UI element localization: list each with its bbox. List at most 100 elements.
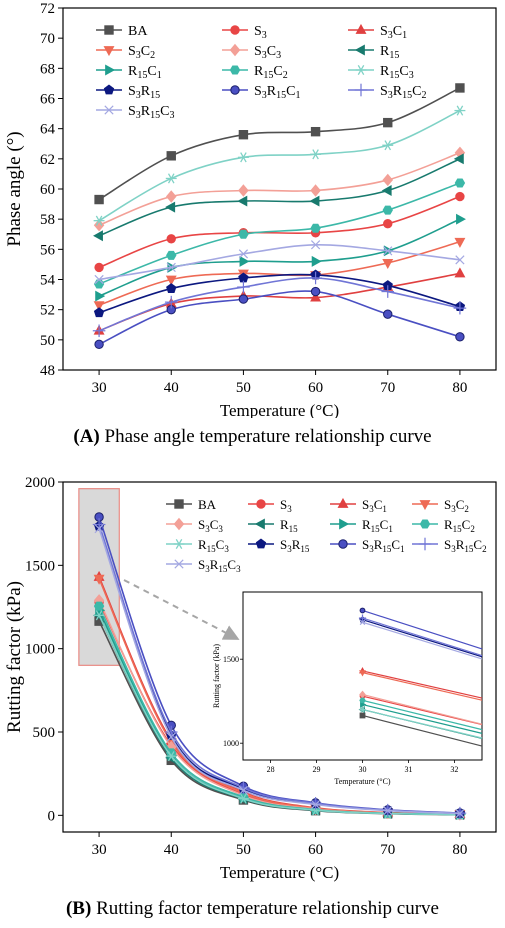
data-point-S3R15C1 bbox=[455, 332, 465, 342]
inset-x-axis-label: Temperature (°C) bbox=[334, 777, 391, 786]
y-tick-label: 1500 bbox=[25, 558, 55, 574]
y-tick-label: 70 bbox=[40, 31, 55, 47]
x-tick-label: 40 bbox=[164, 842, 179, 858]
data-point-S3R15C3-stroke bbox=[383, 806, 393, 816]
inset-y-tick-label: 1000 bbox=[223, 739, 239, 748]
data-point-S3R15C3 bbox=[383, 806, 393, 816]
data-point-S3 bbox=[94, 262, 104, 273]
x-tick-label: 30 bbox=[92, 380, 107, 396]
data-point-S3R15C3 bbox=[94, 274, 104, 285]
series-line-R15 bbox=[98, 158, 461, 237]
data-point-R15C2 bbox=[238, 229, 249, 239]
data-point-R15C2 bbox=[93, 279, 105, 289]
legend-marker-S3C1 bbox=[355, 23, 367, 34]
legend-label-R15C3: R15C3 bbox=[198, 537, 229, 554]
data-point-BA bbox=[238, 130, 249, 140]
data-point-R15C3 bbox=[237, 152, 249, 163]
legend-marker-R15C1 bbox=[339, 518, 350, 530]
inset-point-R15C2 bbox=[359, 697, 366, 704]
legend-marker-R15C2 bbox=[229, 65, 241, 75]
data-point-R15C3 bbox=[93, 215, 105, 226]
inset-series-line-R15C3 bbox=[362, 709, 483, 739]
y-tick-label: 64 bbox=[40, 122, 56, 138]
legend-label-S3C2: S3C2 bbox=[128, 44, 155, 61]
data-point-S3R15C3 bbox=[455, 255, 465, 265]
data-point-S3R15C3 bbox=[310, 240, 321, 250]
data-point-S3C2 bbox=[165, 275, 177, 286]
data-point-R15C3 bbox=[310, 149, 322, 160]
data-point-R15C3 bbox=[237, 793, 249, 804]
data-point-R15C3 bbox=[454, 105, 466, 116]
inset-x-tick-label: 32 bbox=[450, 765, 458, 774]
data-point-S3R15C3 bbox=[455, 808, 465, 819]
data-point-S3C2 bbox=[93, 574, 105, 585]
legend-label-S3C3: S3C3 bbox=[254, 44, 281, 61]
data-point-R15C3 bbox=[382, 140, 394, 151]
data-point-R15C2 bbox=[382, 205, 393, 215]
legend-label-S3R15C1: S3R15C1 bbox=[362, 537, 405, 554]
caption-b: (B) Rutting factor temperature relations… bbox=[0, 898, 505, 920]
data-point-R15C3-stroke bbox=[240, 793, 247, 804]
data-point-S3R15C3 bbox=[238, 785, 249, 795]
data-point-S3R15 bbox=[166, 283, 177, 293]
x-tick-label: 60 bbox=[308, 380, 323, 396]
legend-marker-S3R15C2 bbox=[354, 83, 368, 97]
data-point-R15 bbox=[237, 195, 248, 207]
data-point-S3R15C2 bbox=[164, 295, 178, 309]
data-point-BA bbox=[94, 194, 104, 205]
data-point-S3R15C2 bbox=[381, 285, 395, 298]
data-point-R15C3 bbox=[165, 173, 177, 184]
inset-point-S3C2 bbox=[359, 670, 366, 677]
caption-a-letter: (A) bbox=[73, 426, 100, 447]
data-point-S3R15C3 bbox=[383, 246, 393, 256]
legend-label-S3C2: S3C2 bbox=[444, 497, 469, 514]
legend-marker-S3C3 bbox=[229, 43, 241, 57]
data-point-R15C1 bbox=[239, 255, 250, 267]
y-tick-label: 58 bbox=[40, 212, 55, 228]
legend-label-S3R15C3: S3R15C3 bbox=[198, 557, 241, 574]
data-point-S3R15 bbox=[238, 272, 249, 283]
legend-marker-BA bbox=[104, 25, 114, 35]
legend-label-R15C3: R15C3 bbox=[380, 64, 414, 81]
y-tick-label: 500 bbox=[33, 725, 56, 741]
data-point-R15C2 bbox=[166, 748, 177, 758]
legend-marker-R15C1 bbox=[105, 64, 116, 76]
inset-point-R15C3-stroke bbox=[360, 706, 365, 713]
data-point-S3C2 bbox=[382, 259, 394, 269]
data-point-S3C1 bbox=[454, 267, 466, 278]
series-line-S3C3 bbox=[98, 152, 461, 226]
data-point-S3C3 bbox=[310, 184, 321, 197]
y-tick-label: 50 bbox=[40, 333, 55, 349]
data-point-R15C2 bbox=[310, 223, 321, 233]
data-point-S3 bbox=[383, 218, 393, 229]
y-tick-label: 0 bbox=[48, 808, 56, 824]
series-line-S3R15C1 bbox=[98, 290, 461, 346]
legend-marker-S3C2 bbox=[419, 500, 431, 511]
series-line-S3R15 bbox=[98, 273, 461, 314]
data-point-R15C3-stroke bbox=[95, 215, 103, 226]
data-point-R15C3 bbox=[165, 751, 177, 762]
data-point-S3 bbox=[455, 191, 465, 202]
data-point-S3R15C1 bbox=[94, 339, 104, 350]
legend-marker-S3R15 bbox=[103, 84, 115, 95]
legend-label-S3R15: S3R15 bbox=[280, 537, 310, 554]
y-tick-label: 60 bbox=[40, 182, 55, 198]
series-line-S3C1 bbox=[98, 272, 461, 332]
data-point-S3R15C1 bbox=[310, 286, 321, 297]
legend-label-S3R15C1: S3R15C1 bbox=[254, 84, 300, 101]
data-point-R15 bbox=[93, 230, 103, 242]
legend-marker-S3R15C1 bbox=[230, 85, 240, 95]
legend-marker-R15 bbox=[354, 44, 365, 56]
legend-label-R15C1: R15C1 bbox=[362, 517, 393, 534]
x-tick-label: 50 bbox=[236, 842, 251, 858]
legend-marker-S3C3 bbox=[173, 517, 185, 531]
inset-series-line-BA bbox=[362, 714, 483, 747]
y-tick-label: 48 bbox=[40, 363, 55, 379]
data-point-S3R15C3-stroke bbox=[455, 255, 465, 265]
legend-label-S3R15C2: S3R15C2 bbox=[380, 84, 426, 101]
data-point-S3C1 bbox=[310, 291, 322, 302]
inset-series-line-S3C1 bbox=[362, 670, 483, 699]
legend-label-BA: BA bbox=[198, 497, 217, 512]
data-point-S3R15C3 bbox=[310, 799, 321, 810]
data-point-R15C3-stroke bbox=[384, 140, 392, 151]
